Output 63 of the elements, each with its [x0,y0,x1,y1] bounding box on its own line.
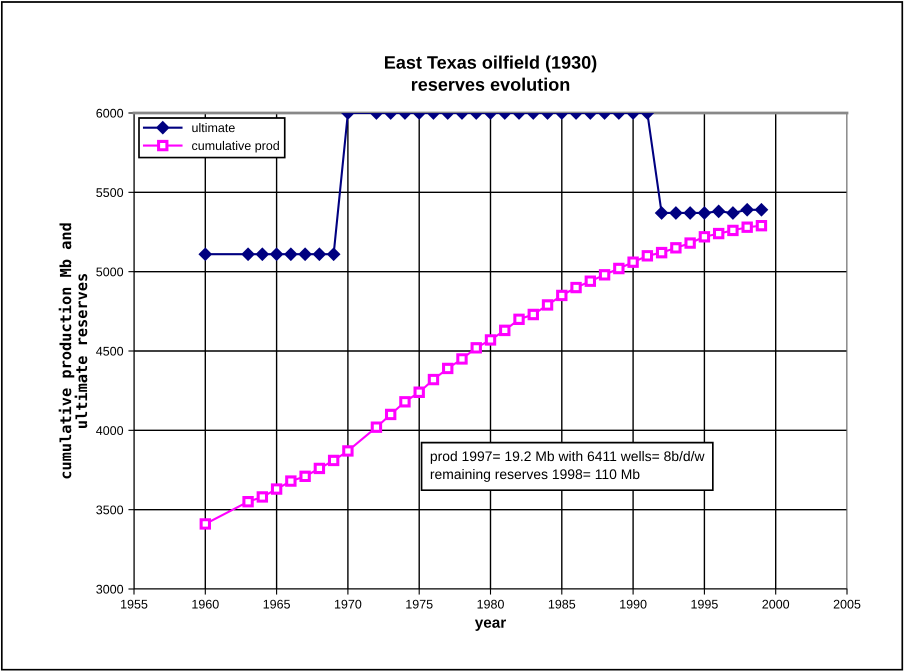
x-tick-label: 1960 [192,600,219,609]
point [756,220,768,232]
y-tick-label: 4500 [96,346,124,356]
point [741,222,753,233]
x-axis-title: year [474,619,506,631]
point [284,248,298,261]
chart-title: East Texas oilfield (1930) reserves evolution [385,56,596,91]
point [513,314,525,325]
x-tick-label: 1955 [121,600,148,609]
point [270,248,284,261]
point [698,206,711,220]
point [669,206,682,220]
point [241,248,255,261]
point [499,324,510,336]
point [584,275,596,287]
point [484,334,496,346]
point [428,374,440,386]
x-tick-label: 2000 [762,600,790,609]
y-tick-label: 5000 [96,267,124,276]
point [726,206,740,220]
point [556,290,568,302]
x-tick-label: 1985 [548,600,576,609]
point [712,228,724,240]
point [414,386,425,398]
point [470,342,482,354]
point [528,308,539,320]
point [684,237,696,249]
point [656,246,668,258]
x-tick-label: 1990 [620,600,647,609]
x-tick-label: 1980 [478,600,504,609]
point [456,353,468,365]
point [655,206,668,220]
x-tick-label: 1995 [691,600,718,609]
point [198,248,212,261]
point [399,396,411,408]
x-tick-label: 1975 [406,600,433,609]
point [598,269,610,281]
legend-label: ultimate [192,123,235,132]
point [327,248,340,261]
point [727,224,739,236]
y-tick-label: 3000 [96,584,124,594]
annotation: prod 1997= 19.2 Mb with 6411 wells= 8b/d/w remaining reserves 1998= 110 Mb [430,450,705,482]
point [570,282,582,294]
legend-label: cumulative prod [192,140,279,153]
y-tick-label: 6000 [96,108,124,118]
point [642,250,654,262]
point [670,242,682,254]
x-tick-label: 2005 [834,600,860,609]
point [298,248,312,261]
point [627,256,639,268]
point [256,248,269,261]
point [312,248,326,261]
y-tick-label: 3500 [96,505,124,514]
x-tick-label: 1965 [264,600,290,609]
x-tick-label: 1970 [334,600,362,609]
y-tick-label: 4000 [96,426,124,435]
point [442,362,454,374]
y-tick-label: 5500 [96,188,124,197]
point [613,262,625,274]
point [684,206,697,220]
point [698,231,710,242]
point [542,299,554,311]
y-axis-title: cumulative production Mb and ultimate reserves [58,223,88,479]
